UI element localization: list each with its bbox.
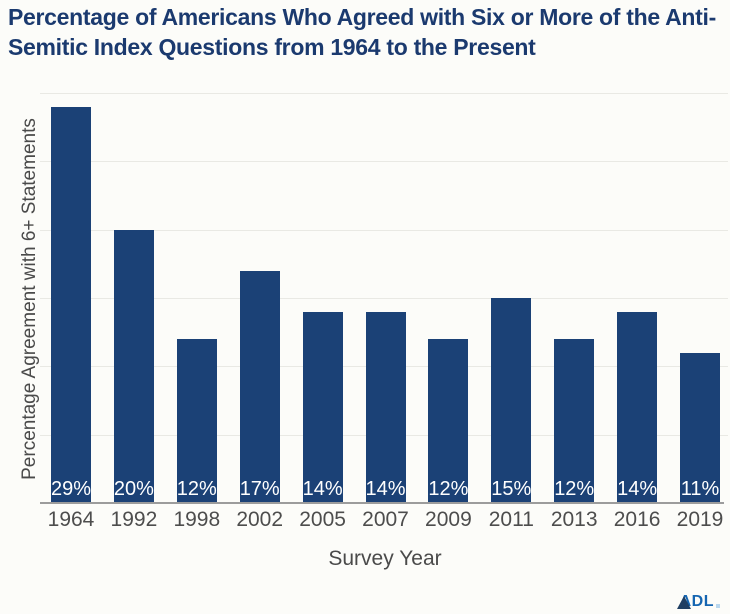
gridline-20pct	[40, 229, 728, 231]
bar-value-label: 14%	[617, 478, 658, 500]
bar-value-label: 12%	[554, 478, 595, 500]
bar-value-label: 12%	[428, 478, 469, 500]
x-axis-line	[40, 502, 724, 504]
bar-2005: 14%	[302, 311, 343, 503]
x-tick-2007: 2007	[362, 508, 409, 531]
bar-value-label: 29%	[51, 478, 92, 500]
y-axis-label: Percentage Agreement with 6+ Statements	[19, 118, 40, 480]
bar-value-label: 12%	[176, 478, 217, 500]
gridline-15pct	[40, 298, 728, 299]
adl-triangle-icon	[676, 595, 691, 609]
bar-2007: 14%	[365, 311, 406, 503]
chart-title: Percentage of Americans Who Agreed with …	[8, 4, 716, 60]
gridline-30pct	[40, 93, 728, 94]
gridline-25pct	[40, 161, 728, 163]
bar-value-label: 17%	[239, 478, 280, 500]
x-tick-2009: 2009	[425, 508, 472, 531]
x-tick-1992: 1992	[110, 508, 158, 531]
x-tick-2013: 2013	[550, 508, 598, 531]
bar-value-label: 15%	[491, 478, 532, 500]
x-tick-2005: 2005	[299, 508, 346, 531]
x-tick-2011: 2011	[488, 508, 534, 531]
bar-1992: 20%	[113, 229, 154, 503]
bar-2016: 14%	[617, 311, 658, 503]
bar-value-label: 20%	[113, 478, 154, 500]
x-axis-label: Survey Year	[328, 547, 442, 570]
bar-1964: 29%	[51, 106, 92, 503]
bar-2002: 17%	[239, 270, 280, 503]
bar-2011: 15%	[491, 298, 531, 503]
adl-logo-dot	[716, 604, 720, 608]
plot-area: 29% 20% 12% 17% 14% 14% 12% 15% 12% 14% 11%	[40, 93, 728, 503]
bar-1998: 12%	[176, 339, 217, 503]
x-tick-2002: 2002	[236, 508, 284, 531]
adl-logo: ADL	[676, 593, 720, 611]
bar-value-label: 11%	[680, 478, 720, 500]
x-tick-2019: 2019	[676, 508, 724, 531]
x-tick-2016: 2016	[613, 508, 661, 531]
bar-2019: 11%	[680, 352, 720, 503]
bar-2013: 12%	[554, 339, 594, 503]
x-tick-1998: 1998	[173, 508, 221, 531]
x-tick-1964: 1964	[47, 508, 95, 531]
bar-value-label: 14%	[302, 478, 343, 500]
bar-2009: 12%	[428, 339, 468, 503]
bar-value-label: 14%	[365, 478, 406, 500]
